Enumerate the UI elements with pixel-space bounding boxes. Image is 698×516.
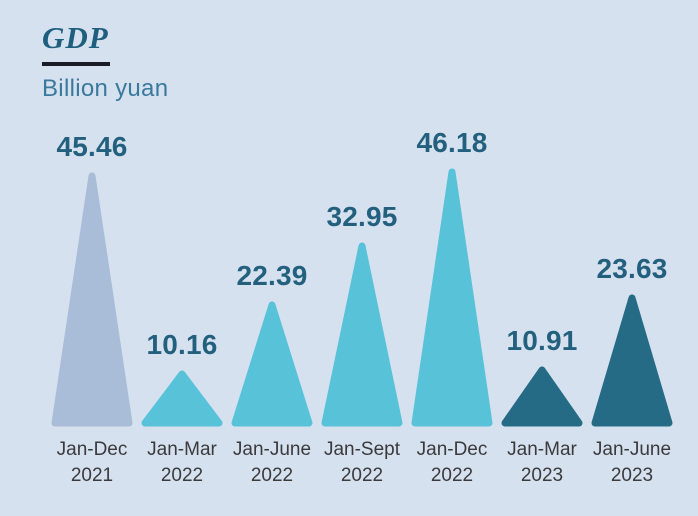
x-axis-label: Jan-Dec 2022 [416, 439, 488, 486]
chart-header: GDP Billion yuan [42, 20, 168, 103]
x-axis-label: Jan-June 2023 [592, 439, 672, 486]
value-label: 22.39 [236, 260, 308, 291]
triangle-bar [141, 370, 223, 427]
x-axis-label: Jan-Mar 2023 [507, 439, 577, 486]
x-axis: Jan-Dec 2021 Jan-Mar 2022 Jan-June 2022 … [51, 437, 673, 489]
x-axis-label: Jan-Dec 2021 [56, 439, 128, 486]
x-axis-label: Jan-Mar 2022 [147, 439, 217, 486]
chart-unit-label: Billion yuan [42, 75, 169, 102]
bar-group: 10.91 [501, 325, 583, 427]
value-label: 10.16 [146, 329, 218, 360]
triangle-bar [321, 242, 403, 427]
triangle-bar [591, 294, 673, 427]
triangle-bar [51, 172, 133, 427]
value-label: 23.63 [596, 253, 668, 284]
triangle-bar [411, 168, 493, 427]
value-label: 45.46 [56, 131, 128, 162]
triangle-bar [501, 366, 583, 427]
bar-group: 22.39 [231, 260, 313, 427]
triangle-bar [231, 301, 313, 427]
bar-group: 45.46 [51, 131, 133, 427]
value-label: 46.18 [416, 127, 488, 158]
bar-group: 23.63 [591, 253, 673, 427]
title-underline [42, 62, 110, 66]
bar-group: 46.18 [411, 127, 493, 427]
x-axis-label: Jan-June 2022 [232, 439, 312, 486]
x-axis-label: Jan-Sept 2022 [323, 439, 401, 486]
bar-group: 32.95 [321, 201, 403, 427]
bar-group: 10.16 [141, 329, 223, 427]
chart-title: GDP [42, 20, 109, 55]
value-label: 32.95 [326, 201, 398, 232]
value-label: 10.91 [506, 325, 578, 356]
chart-plot: 45.46 10.16 22.39 32.95 46.18 10.91 23.6… [51, 125, 673, 427]
